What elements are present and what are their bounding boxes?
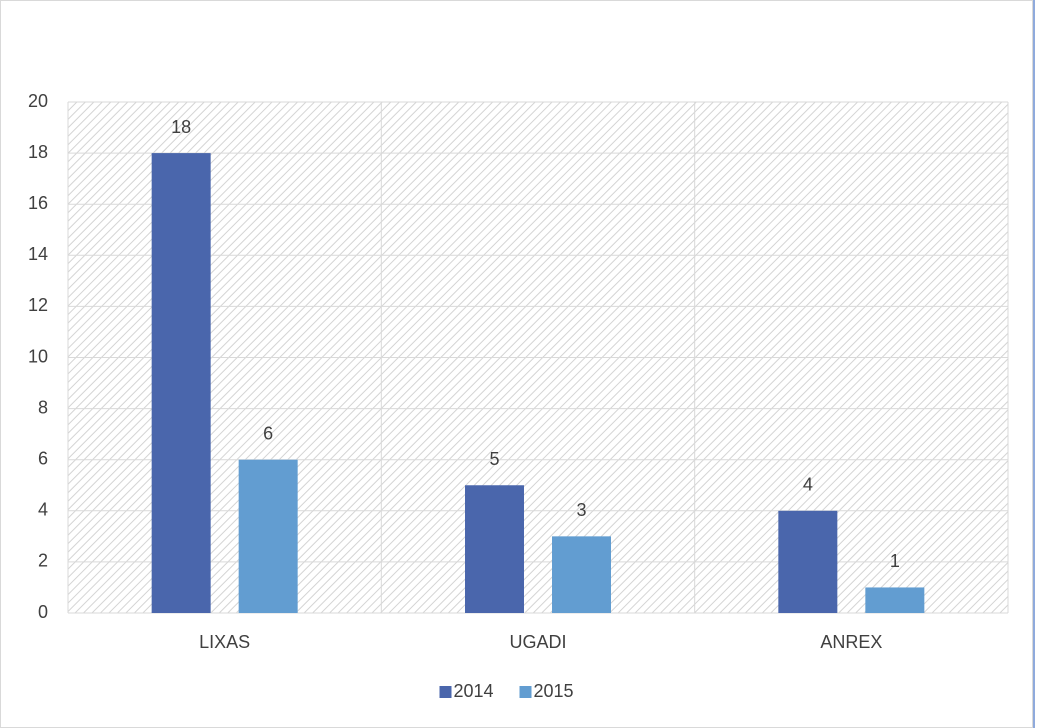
- bar: [238, 459, 298, 613]
- data-label: 18: [171, 117, 191, 137]
- y-tick-label: 4: [38, 500, 48, 520]
- y-tick-label: 8: [38, 397, 48, 417]
- bar: [865, 587, 925, 613]
- y-tick-label: 12: [28, 295, 48, 315]
- x-tick-label: LIXAS: [199, 632, 250, 652]
- data-label: 6: [263, 423, 273, 443]
- y-tick-label: 0: [38, 602, 48, 622]
- x-tick-label: ANREX: [820, 632, 882, 652]
- bar: [778, 510, 838, 613]
- y-tick-label: 18: [28, 142, 48, 162]
- y-tick-label: 16: [28, 193, 48, 213]
- y-tick-label: 14: [28, 244, 48, 264]
- bar: [552, 536, 611, 613]
- legend-swatch: [439, 686, 452, 698]
- y-tick-label: 10: [28, 346, 48, 366]
- y-tick-label: 20: [28, 91, 48, 111]
- data-label: 1: [890, 551, 900, 571]
- legend-swatch: [519, 686, 532, 698]
- legend-label: 2015: [534, 681, 574, 701]
- data-label: 3: [576, 500, 586, 520]
- bar: [465, 485, 524, 613]
- legend-label: 2014: [454, 681, 494, 701]
- y-tick-label: 2: [38, 551, 48, 571]
- x-tick-label: UGADI: [509, 632, 566, 652]
- data-label: 5: [489, 449, 499, 469]
- y-tick-label: 6: [38, 448, 48, 468]
- bar: [151, 153, 211, 613]
- data-label: 4: [803, 475, 813, 495]
